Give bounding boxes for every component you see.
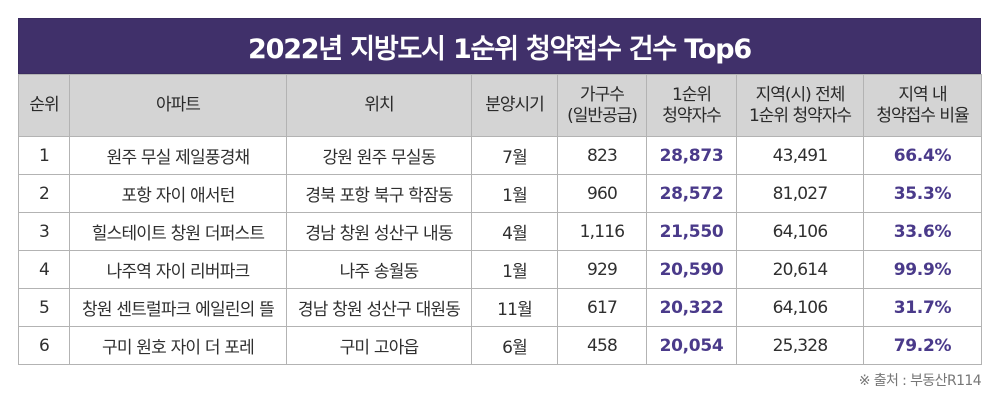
cell-month: 6월 [471, 326, 558, 365]
cell-rank: 2 [18, 174, 70, 213]
cell-households: 823 [557, 136, 647, 175]
cell-location: 구미 고아읍 [286, 326, 472, 365]
cell-month: 7월 [471, 136, 558, 175]
source-note: ※ 출처 : 부동산R114 [858, 373, 982, 389]
cell-region-total: 81,027 [736, 174, 864, 213]
header-apartment: 아파트 [69, 74, 287, 137]
cell-first-applicants: 20,322 [646, 288, 737, 327]
cell-households: 458 [557, 326, 647, 365]
cell-households: 960 [557, 174, 647, 213]
ranking-table-container: 2022년 지방도시 1순위 청약접수 건수 Top6 순위 아파트 위치 분양… [18, 18, 982, 365]
cell-first-applicants: 20,590 [646, 250, 737, 289]
cell-rank: 1 [18, 136, 70, 175]
cell-households: 617 [557, 288, 647, 327]
cell-location: 경남 창원 성산구 내동 [286, 212, 472, 251]
cell-apartment: 나주역 자이 리버파크 [69, 250, 287, 289]
table-title: 2022년 지방도시 1순위 청약접수 건수 Top6 [18, 18, 981, 74]
cell-month: 4월 [471, 212, 558, 251]
header-households: 가구수 (일반공급) [557, 74, 647, 137]
cell-households: 929 [557, 250, 647, 289]
cell-first-applicants: 20,054 [646, 326, 737, 365]
cell-region-total: 64,106 [736, 212, 864, 251]
header-location: 위치 [286, 74, 472, 137]
table-row: 4 나주역 자이 리버파크 나주 송월동 1월 929 20,590 20,61… [18, 250, 982, 289]
cell-ratio: 33.6% [863, 212, 982, 251]
cell-apartment: 포항 자이 애서턴 [69, 174, 287, 213]
cell-location: 강원 원주 무실동 [286, 136, 472, 175]
cell-apartment: 창원 센트럴파크 에일린의 뜰 [69, 288, 287, 327]
cell-ratio: 79.2% [863, 326, 982, 365]
table-row: 1 원주 무실 제일풍경채 강원 원주 무실동 7월 823 28,873 43… [18, 136, 982, 175]
header-region-total: 지역(시) 전체 1순위 청약자수 [736, 74, 864, 137]
cell-region-total: 20,614 [736, 250, 864, 289]
cell-region-total: 25,328 [736, 326, 864, 365]
cell-apartment: 힐스테이트 창원 더퍼스트 [69, 212, 287, 251]
ranking-table: 순위 아파트 위치 분양시기 가구수 (일반공급) 1순위 청약자수 지역(시) 전… [18, 74, 982, 365]
cell-month: 11월 [471, 288, 558, 327]
cell-apartment: 구미 원호 자이 더 포레 [69, 326, 287, 365]
cell-first-applicants: 28,873 [646, 136, 737, 175]
cell-rank: 3 [18, 212, 70, 251]
cell-ratio: 31.7% [863, 288, 982, 327]
header-first-applicants: 1순위 청약자수 [646, 74, 737, 137]
cell-region-total: 43,491 [736, 136, 864, 175]
cell-month: 1월 [471, 250, 558, 289]
cell-location: 경북 포항 북구 학잠동 [286, 174, 472, 213]
cell-ratio: 35.3% [863, 174, 982, 213]
cell-region-total: 64,106 [736, 288, 864, 327]
table-row: 2 포항 자이 애서턴 경북 포항 북구 학잠동 1월 960 28,572 8… [18, 174, 982, 213]
header-month: 분양시기 [471, 74, 558, 137]
cell-month: 1월 [471, 174, 558, 213]
cell-ratio: 99.9% [863, 250, 982, 289]
table-row: 5 창원 센트럴파크 에일린의 뜰 경남 창원 성산구 대원동 11월 617 … [18, 288, 982, 327]
cell-location: 경남 창원 성산구 대원동 [286, 288, 472, 327]
cell-rank: 5 [18, 288, 70, 327]
table-row: 6 구미 원호 자이 더 포레 구미 고아읍 6월 458 20,054 25,… [18, 326, 982, 365]
cell-first-applicants: 21,550 [646, 212, 737, 251]
cell-rank: 6 [18, 326, 70, 365]
cell-rank: 4 [18, 250, 70, 289]
cell-first-applicants: 28,572 [646, 174, 737, 213]
header-rank: 순위 [18, 74, 70, 137]
cell-apartment: 원주 무실 제일풍경채 [69, 136, 287, 175]
header-row: 순위 아파트 위치 분양시기 가구수 (일반공급) 1순위 청약자수 지역(시) 전… [18, 74, 982, 137]
table-row: 3 힐스테이트 창원 더퍼스트 경남 창원 성산구 내동 4월 1,116 21… [18, 212, 982, 251]
cell-households: 1,116 [557, 212, 647, 251]
cell-ratio: 66.4% [863, 136, 982, 175]
header-ratio: 지역 내 청약접수 비율 [863, 74, 982, 137]
cell-location: 나주 송월동 [286, 250, 472, 289]
